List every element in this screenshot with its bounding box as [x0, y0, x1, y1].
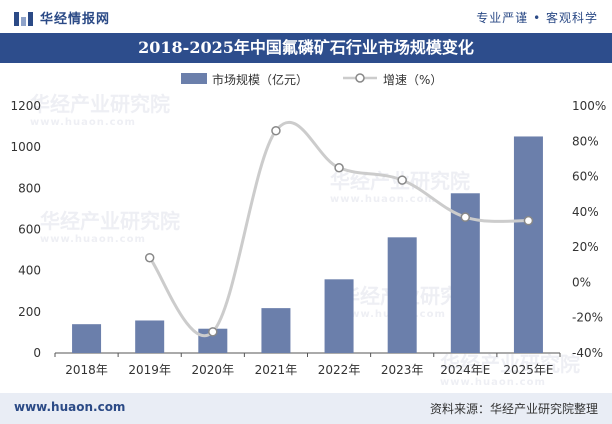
y-right-tick-label: 80%: [572, 134, 599, 148]
growth-point: [523, 215, 534, 226]
y-left-tick-label: 200: [18, 305, 41, 319]
y-right-tick-label: -20%: [572, 311, 603, 325]
y-right-tick-label: 60%: [572, 170, 599, 184]
y-right-tick-label: 0%: [572, 275, 591, 289]
growth-point: [144, 252, 155, 263]
footer-url[interactable]: www.huaon.com: [14, 400, 126, 414]
y-left-tick-label: 1200: [10, 99, 41, 113]
bar: [135, 320, 165, 353]
bar: [324, 279, 354, 353]
chart-legend: 市场规模（亿元） 增速（%）: [0, 68, 612, 90]
legend-bar-label: 市场规模（亿元）: [212, 73, 309, 87]
y-left-tick-label: 1000: [10, 140, 41, 154]
legend-line-swatch: [343, 73, 377, 83]
y-left-tick-label: 400: [18, 264, 41, 278]
y-left-tick-label: 800: [18, 181, 41, 195]
growth-point: [271, 125, 281, 136]
brand-logo-icon: [14, 10, 34, 26]
growth-point: [397, 175, 407, 185]
chart-canvas: 0 200 400 600 800 1000 1200 -40% -20% 0% 20% 40% 60%…: [10, 99, 606, 377]
bar: [387, 237, 417, 353]
top-bar: 华经情报网 专业严谨 • 客观科学: [0, 0, 612, 33]
legend-line-label: 增速（%）: [383, 73, 443, 87]
bar: [261, 308, 291, 353]
title-bar: 2018-2025年中国氟磷矿石行业市场规模变化: [0, 33, 612, 63]
x-tick-label: 2023年: [381, 363, 424, 377]
x-tick-label: 2025年E: [503, 363, 553, 377]
chart-title: 2018-2025年中国氟磷矿石行业市场规模变化: [138, 38, 474, 57]
brand-name: 华经情报网: [40, 12, 111, 27]
x-tick-label: 2020年: [192, 363, 235, 377]
footer-source: 资料来源：华经产业研究院整理: [429, 402, 598, 416]
legend-bar-swatch: [181, 73, 207, 84]
x-tick-label: 2021年: [255, 363, 298, 377]
x-tick-label: 2024年E: [440, 363, 490, 377]
x-tick-label: 2022年: [318, 363, 361, 377]
footer: www.huaon.com 资料来源：华经产业研究院整理: [0, 393, 612, 424]
bar: [513, 136, 543, 353]
growth-point: [334, 163, 344, 173]
brand[interactable]: 华经情报网: [14, 8, 110, 27]
y-left-tick-label: 600: [18, 223, 41, 237]
bar: [72, 324, 102, 353]
y-right-tick-label: 100%: [572, 99, 606, 113]
slogan: 专业严谨 • 客观科学: [476, 11, 598, 25]
x-tick-label: 2019年: [128, 363, 171, 377]
growth-point: [460, 212, 471, 222]
growth-point: [208, 327, 218, 337]
y-right-tick-label: 20%: [572, 240, 599, 254]
y-left-tick-label: 0: [33, 346, 41, 360]
y-right-tick-label: -40%: [572, 346, 603, 360]
y-right-tick-label: 40%: [572, 205, 599, 219]
x-tick-label: 2018年: [65, 363, 108, 377]
